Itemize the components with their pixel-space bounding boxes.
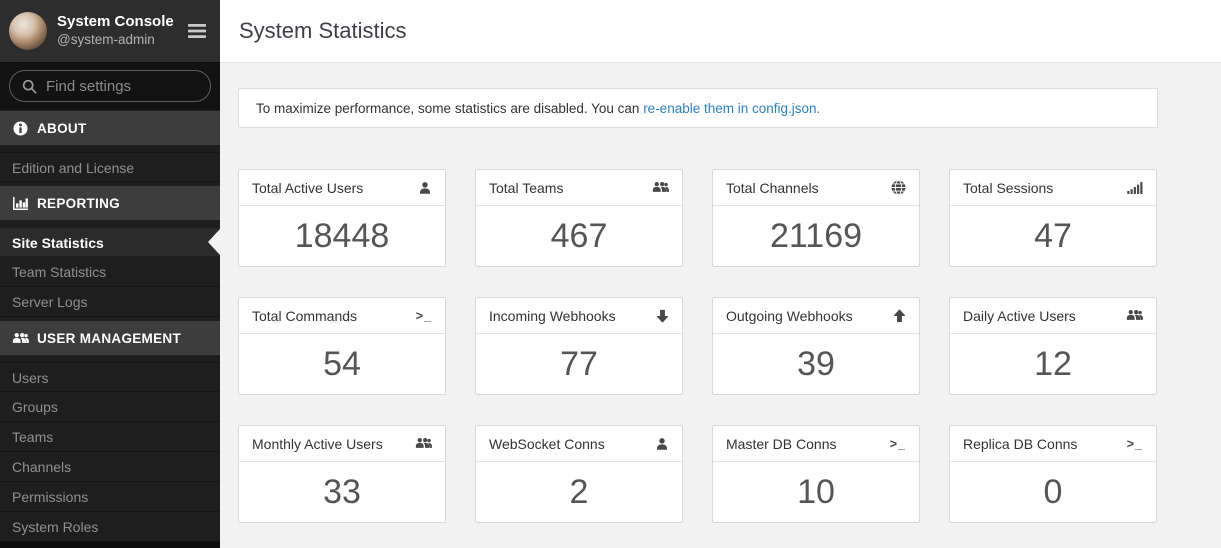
terminal-icon: >_ [890, 437, 906, 451]
stat-card-value: 54 [239, 334, 445, 394]
users-icon [652, 181, 669, 194]
statistics-content: To maximize performance, some statistics… [220, 63, 1221, 548]
arrow-down-icon [656, 309, 669, 323]
page-title: System Statistics [239, 18, 406, 44]
sidebar-section-about: ABOUT [0, 110, 220, 146]
reenable-config-link[interactable]: re-enable them in config.json [643, 101, 816, 116]
sidebar-item-groups[interactable]: Groups [0, 392, 220, 422]
stat-card-replica-db-conns: Replica DB Conns >_ 0 [949, 425, 1157, 523]
sidebar-section-label: ABOUT [37, 121, 87, 136]
stat-card-value: 12 [950, 334, 1156, 394]
search-settings-box[interactable] [9, 70, 211, 102]
stat-card-total-sessions: Total Sessions 47 [949, 169, 1157, 267]
sidebar-header: System Console @system-admin [0, 0, 220, 62]
stat-card-monthly-active-users: Monthly Active Users 33 [238, 425, 446, 523]
stat-card-value: 10 [713, 462, 919, 522]
search-input[interactable] [46, 78, 198, 95]
system-console-app: System Console @system-admin ABOUT Editi… [0, 0, 1221, 548]
stat-card-title: Monthly Active Users [252, 436, 383, 452]
users-icon [1126, 309, 1143, 322]
sidebar-section-user-management: USER MANAGEMENT [0, 320, 220, 356]
stat-card-title: Total Sessions [963, 180, 1053, 196]
stat-card-value: 18448 [239, 206, 445, 266]
terminal-icon: >_ [1127, 437, 1143, 451]
admin-username: @system-admin [57, 32, 176, 49]
menu-icon[interactable] [186, 20, 208, 42]
stat-card-title: Total Teams [489, 180, 563, 196]
sidebar-item-channels[interactable]: Channels [0, 452, 220, 482]
stat-card-title: Replica DB Conns [963, 436, 1077, 452]
sidebar-item-team-statistics[interactable]: Team Statistics [0, 257, 220, 287]
stat-card-value: 0 [950, 462, 1156, 522]
search-icon [22, 79, 37, 94]
admin-identity: System Console @system-admin [57, 13, 176, 49]
stat-card-value: 39 [713, 334, 919, 394]
sidebar: System Console @system-admin ABOUT Editi… [0, 0, 220, 548]
sidebar-item-server-logs[interactable]: Server Logs [0, 287, 220, 317]
stat-card-value: 33 [239, 462, 445, 522]
bar-chart-icon [12, 197, 29, 210]
search-settings-area [0, 62, 220, 110]
users-icon [12, 332, 29, 345]
stat-card-title: WebSocket Conns [489, 436, 605, 452]
terminal-icon: >_ [416, 309, 432, 323]
stat-card-value: 21169 [713, 206, 919, 266]
users-icon [415, 437, 432, 450]
stat-card-title: Master DB Conns [726, 436, 836, 452]
page-header: System Statistics [220, 0, 1221, 63]
stat-card-title: Outgoing Webhooks [726, 308, 853, 324]
sidebar-section-reporting: REPORTING [0, 185, 220, 221]
globe-icon [891, 180, 906, 195]
stat-card-daily-active-users: Daily Active Users 12 [949, 297, 1157, 395]
sidebar-nav: ABOUT Edition and License REPORTING Site… [0, 110, 220, 548]
sidebar-item-site-statistics[interactable]: Site Statistics [0, 227, 220, 257]
main-panel: System Statistics To maximize performanc… [220, 0, 1221, 548]
stat-card-websocket-conns: WebSocket Conns 2 [475, 425, 683, 523]
stat-card-total-channels: Total Channels 21169 [712, 169, 920, 267]
stat-card-title: Daily Active Users [963, 308, 1076, 324]
info-icon [12, 121, 29, 136]
stat-card-title: Incoming Webhooks [489, 308, 616, 324]
stat-card-title: Total Commands [252, 308, 357, 324]
sidebar-item-permissions[interactable]: Permissions [0, 482, 220, 512]
stat-card-value: 467 [476, 206, 682, 266]
stat-card-outgoing-webhooks: Outgoing Webhooks 39 [712, 297, 920, 395]
sidebar-divider [0, 542, 220, 548]
stat-card-total-active-users: Total Active Users 18448 [238, 169, 446, 267]
sidebar-item-edition-and-license[interactable]: Edition and License [0, 152, 220, 182]
user-icon [655, 437, 669, 451]
sidebar-item-users[interactable]: Users [0, 362, 220, 392]
performance-notice-banner: To maximize performance, some statistics… [238, 88, 1158, 128]
stat-card-total-commands: Total Commands >_ 54 [238, 297, 446, 395]
stat-card-value: 77 [476, 334, 682, 394]
stat-card-value: 47 [950, 206, 1156, 266]
stat-card-value: 2 [476, 462, 682, 522]
sidebar-section-label: REPORTING [37, 196, 120, 211]
arrow-up-icon [893, 309, 906, 323]
stat-card-grid: Total Active Users 18448 Total Teams 467… [238, 169, 1158, 523]
sidebar-item-system-roles[interactable]: System Roles [0, 512, 220, 542]
sidebar-item-teams[interactable]: Teams [0, 422, 220, 452]
sidebar-section-label: USER MANAGEMENT [37, 331, 181, 346]
stat-card-total-teams: Total Teams 467 [475, 169, 683, 267]
banner-text: To maximize performance, some statistics… [256, 101, 643, 116]
stat-card-incoming-webhooks: Incoming Webhooks 77 [475, 297, 683, 395]
console-title: System Console [57, 13, 176, 32]
signal-bars-icon [1127, 182, 1143, 194]
stat-card-master-db-conns: Master DB Conns >_ 10 [712, 425, 920, 523]
stat-card-title: Total Active Users [252, 180, 363, 196]
user-icon [418, 181, 432, 195]
banner-text-after: . [817, 101, 821, 116]
stat-card-title: Total Channels [726, 180, 819, 196]
avatar[interactable] [9, 12, 47, 50]
